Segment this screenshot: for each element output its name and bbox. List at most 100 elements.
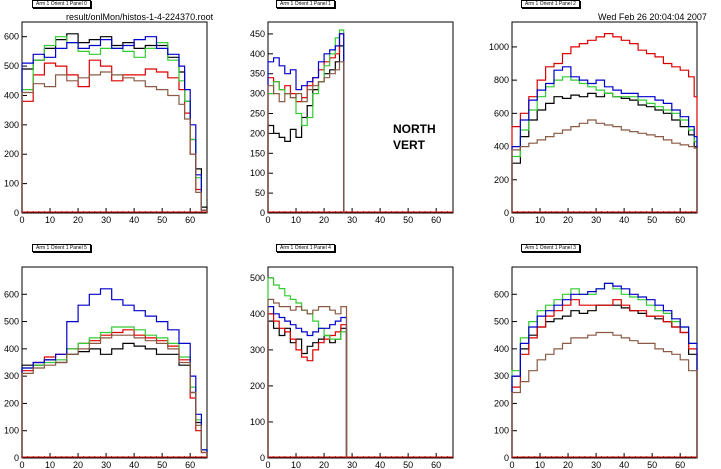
x-tick-label: 10 — [45, 460, 55, 469]
series-blue-line — [267, 33, 345, 213]
y-tick-label: 150 — [250, 148, 265, 158]
x-tick-label: 60 — [675, 215, 685, 225]
series-black-line — [267, 45, 345, 213]
x-tick-label: 60 — [431, 215, 441, 225]
x-tick-label: 20 — [73, 460, 83, 469]
series-brown-line — [267, 61, 345, 213]
x-tick-label: 40 — [129, 460, 139, 469]
x-tick-label: 40 — [129, 215, 139, 225]
y-tick-label: 300 — [4, 120, 19, 130]
x-tick-label: 10 — [291, 215, 301, 225]
series-brown-line — [267, 298, 348, 458]
x-tick-label: 50 — [403, 460, 413, 469]
x-tick-label: 30 — [591, 460, 601, 469]
x-tick-label: 60 — [431, 460, 441, 469]
x-tick-label: 10 — [535, 460, 545, 469]
y-tick-label: 350 — [250, 69, 265, 79]
x-tick-label: 0 — [509, 215, 514, 225]
series-brown-line — [511, 119, 698, 213]
x-tick-label: 10 — [535, 215, 545, 225]
y-tick-label: 300 — [494, 371, 509, 381]
x-tick-label: 50 — [157, 215, 167, 225]
y-tick-label: 200 — [4, 398, 19, 408]
north-label: NORTH — [393, 122, 436, 136]
y-tick-label: 300 — [250, 345, 265, 355]
x-tick-label: 30 — [101, 460, 111, 469]
y-tick-label: 300 — [250, 89, 265, 99]
y-tick-label: 200 — [250, 128, 265, 138]
x-tick-label: 40 — [619, 215, 629, 225]
vert-label: VERT — [393, 138, 426, 152]
series-black-line — [267, 320, 348, 458]
chart-panel-4: 0 10 20 30 40 50 60 0 100 200 300 400 500 — [250, 266, 454, 469]
plot-frame — [511, 266, 698, 459]
series-green-line — [511, 76, 698, 213]
x-tick-label: 20 — [73, 215, 83, 225]
x-tick-label: 50 — [647, 215, 657, 225]
series-red-line — [511, 33, 698, 213]
y-tick-label: 0 — [14, 453, 19, 463]
y-tick-label: 400 — [4, 90, 19, 100]
panel-title-tag-5: Arm 1 Orient 1 Panel 3 — [521, 244, 580, 252]
y-tick-label: 200 — [494, 175, 509, 185]
series-red-line — [511, 299, 698, 458]
chart-panel-1: 0 10 20 30 40 50 60 0 50 100 150 200 250 300 350 400 450 — [250, 21, 454, 225]
panel-title-tag-0: Arm 1 Orient 1 Panel 0 — [32, 0, 91, 8]
x-tick-label: 30 — [347, 460, 357, 469]
x-tick-label: 50 — [157, 460, 167, 469]
series-blue-line — [511, 282, 698, 458]
x-tick-label: 60 — [185, 460, 195, 469]
y-tick-label: 0 — [260, 453, 265, 463]
y-tick-label: 500 — [250, 273, 265, 283]
panel-title-tag-1: Arm 1 Orient 1 Panel 1 — [276, 0, 335, 8]
y-tick-label: 0 — [14, 208, 19, 218]
x-tick-label: 40 — [375, 215, 385, 225]
series-blue-line — [21, 36, 208, 213]
x-tick-label: 30 — [591, 215, 601, 225]
y-tick-label: 800 — [494, 75, 509, 85]
x-tick-label: 20 — [563, 460, 573, 469]
plot-frame — [511, 21, 698, 214]
panel-title-tag-4: Arm 1 Orient 1 Panel 4 — [276, 244, 335, 252]
y-tick-label: 50 — [255, 188, 265, 198]
x-tick-label: 30 — [101, 215, 111, 225]
y-tick-label: 250 — [250, 109, 265, 119]
x-tick-label: 10 — [45, 215, 55, 225]
plot-frame — [21, 21, 208, 214]
x-tick-label: 10 — [291, 460, 301, 469]
x-tick-label: 60 — [185, 215, 195, 225]
x-tick-label: 40 — [375, 460, 385, 469]
series-blue-line — [511, 66, 698, 213]
y-tick-label: 500 — [4, 317, 19, 327]
y-tick-label: 600 — [4, 32, 19, 42]
series-brown-line — [21, 71, 208, 213]
y-tick-label: 1000 — [489, 42, 509, 52]
x-tick-label: 30 — [347, 215, 357, 225]
x-tick-label: 0 — [19, 460, 24, 469]
y-tick-label: 600 — [494, 289, 509, 299]
panel-title-tag-2: Arm 1 Orient 1 Panel 2 — [521, 0, 580, 8]
y-tick-label: 400 — [494, 142, 509, 152]
series-green-line — [267, 29, 345, 213]
y-tick-label: 100 — [4, 426, 19, 436]
x-tick-label: 20 — [319, 215, 329, 225]
y-tick-label: 200 — [250, 381, 265, 391]
file-path-label: result/onlMon/histos-1-4-224370.root — [66, 12, 214, 22]
y-tick-label: 0 — [504, 453, 509, 463]
y-tick-label: 100 — [494, 426, 509, 436]
series-brown-line — [511, 331, 698, 458]
x-tick-label: 0 — [265, 460, 270, 469]
y-tick-label: 600 — [494, 108, 509, 118]
y-tick-label: 400 — [250, 309, 265, 319]
series-blue-line — [267, 306, 348, 458]
plot-frame — [267, 21, 454, 214]
x-tick-label: 0 — [19, 215, 24, 225]
y-tick-label: 0 — [504, 208, 509, 218]
x-tick-label: 50 — [403, 215, 413, 225]
plot-frame — [267, 266, 454, 459]
